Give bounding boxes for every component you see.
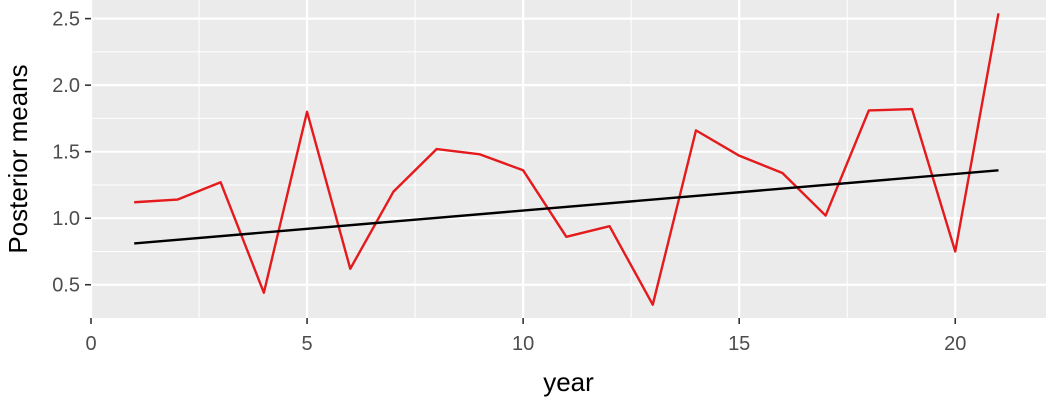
x-tick-label: 0	[85, 333, 96, 355]
minor-gridlines	[91, 0, 1046, 318]
series-layer	[134, 13, 1000, 306]
y-axis-title: Posterior means	[3, 64, 33, 253]
x-tick-label: 5	[302, 333, 313, 355]
x-tick-label: 10	[512, 333, 534, 355]
series-line-2	[134, 169, 999, 245]
y-tick-label: 2.0	[52, 75, 80, 97]
y-tick-label: 1.5	[52, 142, 80, 164]
y-tick-label: 1.0	[52, 208, 80, 230]
x-axis-title: year	[543, 367, 594, 397]
x-axis: 0 5 10 15 20	[85, 318, 966, 355]
y-tick-label: 2.5	[52, 9, 80, 31]
y-tick-label: 0.5	[52, 275, 80, 297]
y-axis: 0.5 1.0 1.5 2.0 2.5	[52, 9, 91, 297]
x-tick-label: 20	[944, 333, 966, 355]
major-gridlines	[89, 0, 1046, 318]
plot-panel	[91, 0, 1046, 318]
x-tick-label: 15	[728, 333, 750, 355]
